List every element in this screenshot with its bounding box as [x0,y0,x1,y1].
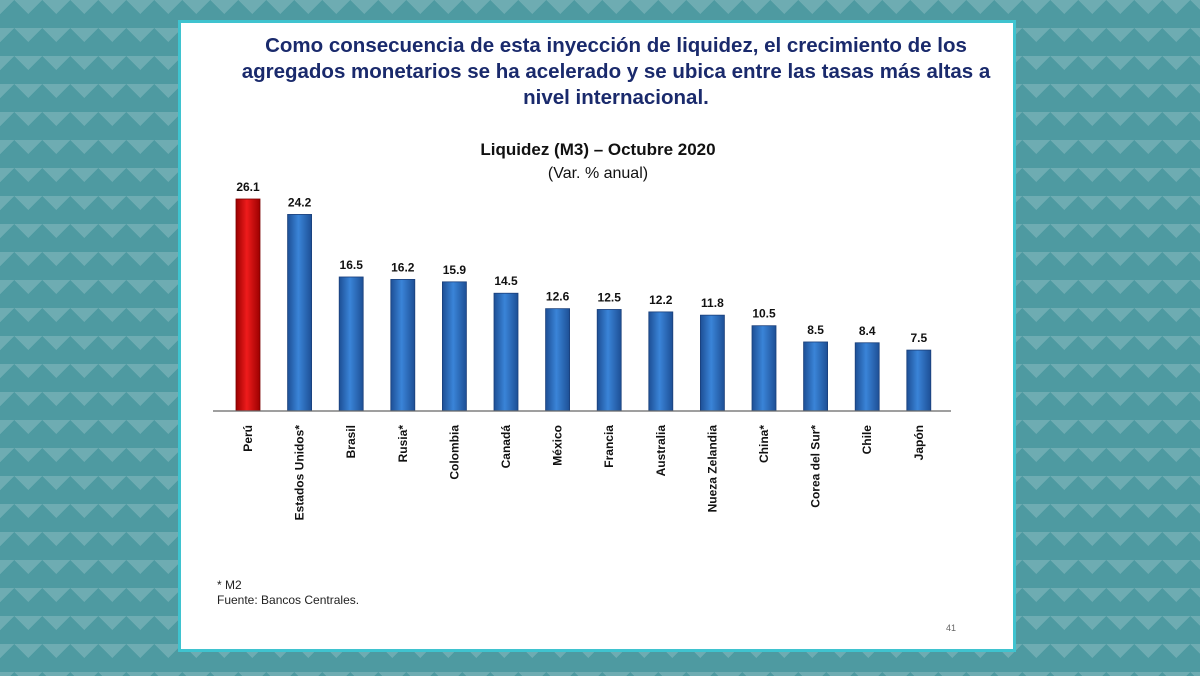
footnote: * M2 Fuente: Bancos Centrales. [217,578,359,608]
page-number: 41 [946,623,957,633]
bar-13 [906,349,932,412]
bar-3 [390,279,416,412]
category-label-10: China* [757,425,771,463]
bar-8 [648,311,674,412]
category-label-13: Japón [912,425,926,460]
bar-9 [700,314,725,412]
bar-11 [803,341,828,412]
chart-subtitle: (Var. % anual) [548,165,648,182]
source-note: Fuente: Bancos Centrales. [217,593,360,607]
data-label-5: 14.5 [494,274,518,288]
bar-12 [854,342,880,412]
data-label-8: 12.2 [649,293,673,307]
bar-5 [493,292,519,412]
category-label-11: Corea del Sur* [809,425,823,508]
bar-7 [596,309,622,412]
data-label-0: 26.1 [236,180,260,194]
chart-title: Liquidez (M3) – Octubre 2020 [480,140,715,159]
bar-4 [441,281,467,412]
bar-0 [235,198,261,412]
category-label-4: Colombia [447,425,461,480]
category-label-0: Perú [241,425,255,452]
category-label-2: Brasil [344,425,358,458]
slide: Como consecuencia de esta inyección de l… [178,20,1016,652]
data-label-12: 8.4 [859,324,876,338]
bar-1 [287,214,312,412]
category-label-1: Estados Unidos* [293,425,307,521]
category-label-12: Chile [860,425,874,455]
data-label-4: 15.9 [443,263,467,277]
data-label-7: 12.5 [598,290,622,304]
data-label-1: 24.2 [288,195,312,209]
category-label-7: Francia [602,425,616,468]
data-label-11: 8.5 [807,323,824,337]
bar-2 [338,276,364,412]
category-label-8: Australia [654,425,668,477]
data-label-2: 16.5 [340,258,364,272]
data-label-3: 16.2 [391,260,415,274]
bar-chart: Liquidez (M3) – Octubre 2020 (Var. % anu… [213,140,951,521]
slide-headline: Como consecuencia de esta inyección de l… [241,34,991,109]
bar-6 [545,308,571,412]
category-label-3: Rusia* [396,425,410,463]
category-label-6: México [551,425,565,466]
data-label-6: 12.6 [546,290,570,304]
footnote-m2: * M2 [217,578,242,592]
category-label-9: Nueza Zelandia [705,425,719,513]
data-label-9: 11.8 [701,296,724,310]
data-label-10: 10.5 [752,307,776,321]
category-label-5: Canadá [499,425,513,469]
bar-10 [751,325,777,412]
data-label-13: 7.5 [910,331,927,345]
